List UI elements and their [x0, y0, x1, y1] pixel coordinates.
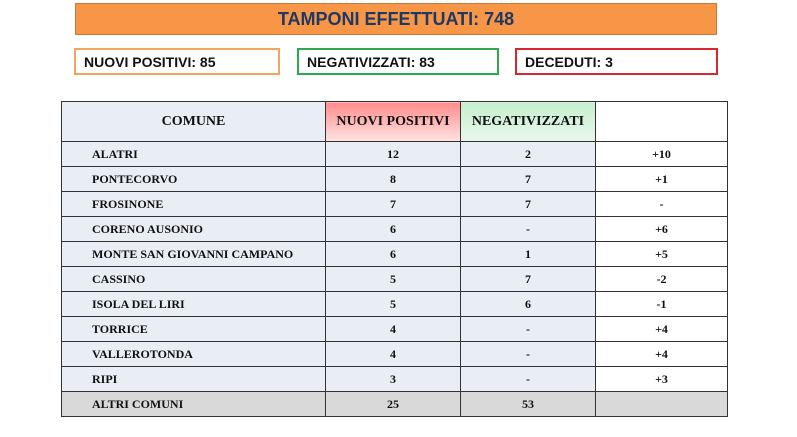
table-row: CASSINO 5 7 -2: [61, 266, 728, 292]
nuovi-positivi-cell: 25: [325, 391, 461, 417]
difference-cell: +1: [595, 166, 728, 192]
header-comune: COMUNE: [61, 101, 326, 142]
nuovi-positivi-cell: 8: [325, 166, 461, 192]
nuovi-positivi-cell: 4: [325, 316, 461, 342]
comune-cell: MONTE SAN GIOVANNI CAMPANO: [61, 241, 326, 267]
difference-cell: [595, 391, 728, 417]
difference-cell: -2: [595, 266, 728, 292]
difference-cell: +3: [595, 366, 728, 392]
difference-cell: -1: [595, 291, 728, 317]
nuovi-positivi-cell: 4: [325, 341, 461, 367]
nuovi-positivi-cell: 6: [325, 241, 461, 267]
negativizzati-cell: -: [460, 341, 596, 367]
difference-cell: +10: [595, 141, 728, 167]
difference-cell: +5: [595, 241, 728, 267]
negativizzati-cell: -: [460, 316, 596, 342]
table-row: FROSINONE 7 7-: [61, 191, 728, 217]
tamponi-banner: TAMPONI EFFETTUATI: 748: [75, 3, 717, 35]
negativizzati-cell: 7: [460, 191, 596, 217]
difference-cell: +4: [595, 316, 728, 342]
nuovi-positivi-box: NUOVI POSITIVI: 85: [74, 48, 280, 75]
nuovi-positivi-cell: 12: [325, 141, 461, 167]
header-nuovi-positivi: NUOVI POSITIVI: [325, 101, 461, 142]
comune-cell: CORENO AUSONIO: [61, 216, 326, 242]
table-row: ALATRI 12 2 +10: [61, 141, 728, 167]
table-row: ISOLA DEL LIRI 5 6 -1: [61, 291, 728, 317]
comune-cell: ISOLA DEL LIRI: [61, 291, 326, 317]
comuni-table: COMUNE NUOVI POSITIVI NEGATIVIZZATI ALAT…: [61, 101, 728, 417]
comune-cell: VALLEROTONDA: [61, 341, 326, 367]
comune-cell: CASSINO: [61, 266, 326, 292]
negativizzati-cell: 6: [460, 291, 596, 317]
nuovi-positivi-cell: 6: [325, 216, 461, 242]
comune-cell: ALTRI COMUNI: [61, 391, 326, 417]
table-row: TORRICE 4- +4: [61, 316, 728, 342]
header-difference: [595, 101, 728, 142]
nuovi-positivi-cell: 5: [325, 291, 461, 317]
comune-cell: PONTECORVO: [61, 166, 326, 192]
negativizzati-cell: 2: [460, 141, 596, 167]
negativizzati-cell: -: [460, 216, 596, 242]
negativizzati-cell: 53: [460, 391, 596, 417]
comune-cell: ALATRI: [61, 141, 326, 167]
comune-cell: FROSINONE: [61, 191, 326, 217]
deceduti-box: DECEDUTI: 3: [515, 48, 718, 75]
table-header-row: COMUNE NUOVI POSITIVI NEGATIVIZZATI: [61, 101, 728, 142]
header-negativizzati: NEGATIVIZZATI: [460, 101, 596, 142]
nuovi-positivi-cell: 5: [325, 266, 461, 292]
negativizzati-cell: 1: [460, 241, 596, 267]
difference-cell: +6: [595, 216, 728, 242]
negativizzati-box: NEGATIVIZZATI: 83: [297, 48, 499, 75]
comune-cell: TORRICE: [61, 316, 326, 342]
table-row: RIPI 3- +3: [61, 366, 728, 392]
difference-cell: +4: [595, 341, 728, 367]
negativizzati-cell: 7: [460, 166, 596, 192]
nuovi-positivi-cell: 3: [325, 366, 461, 392]
nuovi-positivi-cell: 7: [325, 191, 461, 217]
table-row: VALLEROTONDA 4- +4: [61, 341, 728, 367]
negativizzati-cell: 7: [460, 266, 596, 292]
total-row: ALTRI COMUNI 25 53: [61, 391, 728, 417]
comune-cell: RIPI: [61, 366, 326, 392]
table-row: MONTE SAN GIOVANNI CAMPANO 6 1 +5: [61, 241, 728, 267]
negativizzati-cell: -: [460, 366, 596, 392]
difference-cell: -: [595, 191, 728, 217]
table-row: PONTECORVO 8 7 +1: [61, 166, 728, 192]
table-row: CORENO AUSONIO 6- +6: [61, 216, 728, 242]
